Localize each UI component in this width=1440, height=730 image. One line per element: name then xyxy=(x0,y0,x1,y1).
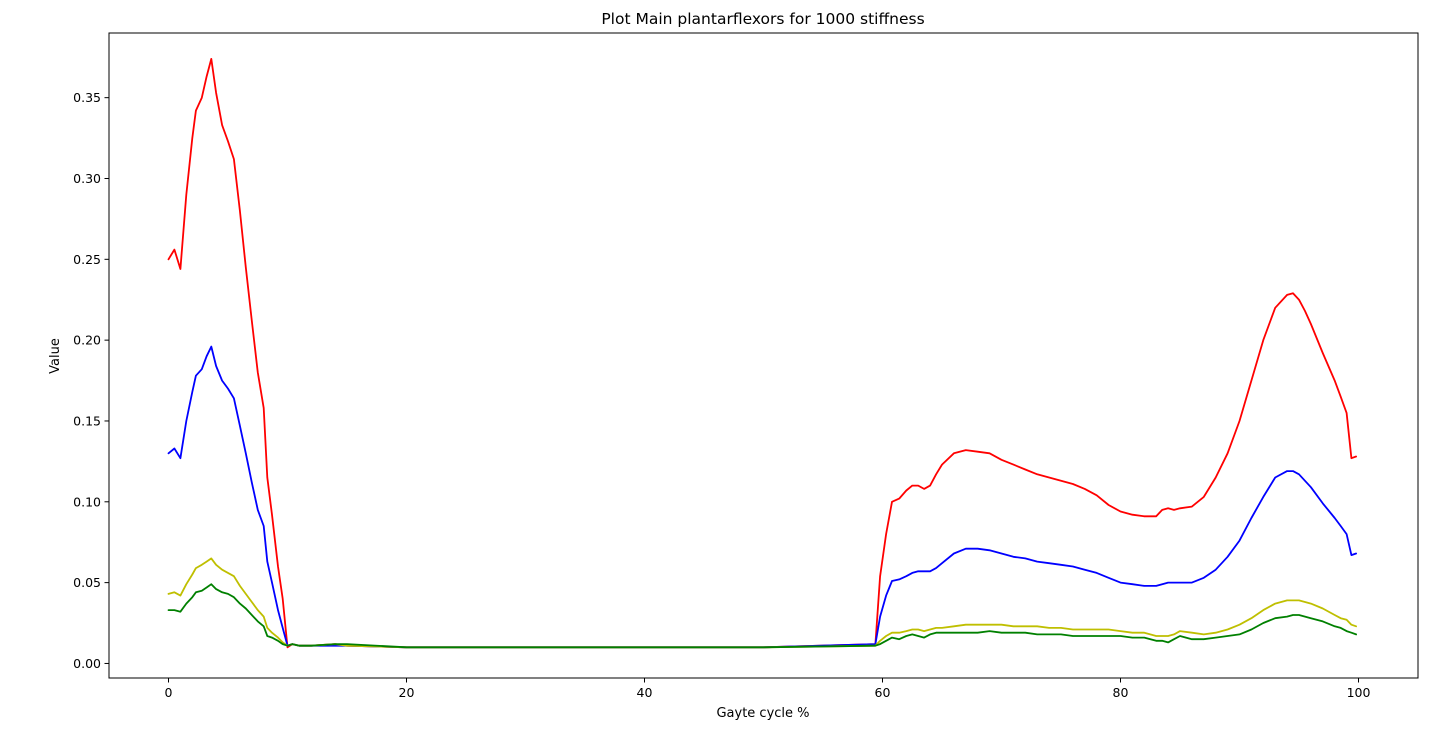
y-tick-label: 0.05 xyxy=(73,575,101,590)
chart-title: Plot Main plantarflexors for 1000 stiffn… xyxy=(601,10,924,28)
series-line-2 xyxy=(167,345,1357,649)
series-line-4 xyxy=(167,583,1357,649)
y-tick-label: 0.30 xyxy=(73,171,101,186)
y-axis-label: Value xyxy=(48,338,63,374)
x-tick-label: 20 xyxy=(399,685,415,700)
plot-area xyxy=(108,32,1419,679)
y-tick-label: 0.15 xyxy=(73,413,101,428)
x-axis-label: Gayte cycle % xyxy=(716,706,809,721)
y-tick-label: 0.35 xyxy=(73,90,101,105)
x-tick-label: 80 xyxy=(1113,685,1129,700)
x-tick-label: 60 xyxy=(875,685,891,700)
y-tick-label: 0.00 xyxy=(73,656,101,671)
x-tick-label: 100 xyxy=(1347,685,1371,700)
series-line-1 xyxy=(167,58,1357,649)
series-lines xyxy=(167,58,1357,649)
x-tick-label: 40 xyxy=(637,685,653,700)
series-line-3 xyxy=(167,557,1357,649)
plot-frame xyxy=(108,32,1419,679)
y-tick-label: 0.20 xyxy=(73,333,101,348)
y-axis: 0.00 0.05 0.10 0.15 0.20 0.25 0.30 0.35 xyxy=(73,90,109,671)
y-tick-label: 0.10 xyxy=(73,494,101,509)
x-axis: 0 20 40 60 80 100 xyxy=(165,678,1371,700)
x-tick-label: 0 xyxy=(165,685,173,700)
y-tick-label: 0.25 xyxy=(73,252,101,267)
